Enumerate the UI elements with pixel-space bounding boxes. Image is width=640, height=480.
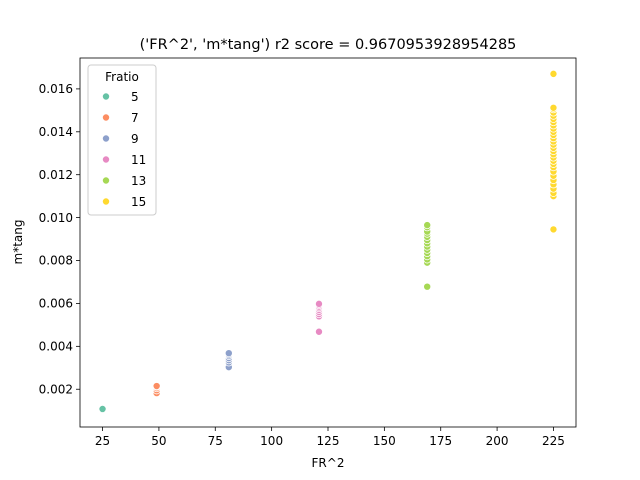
- legend-marker-5: [102, 92, 111, 101]
- y-tick-label: 0.006: [39, 297, 73, 311]
- data-point-fratio-11: [314, 299, 323, 308]
- x-axis: 25 50 75 100 125 150 175 200 225: [95, 427, 565, 448]
- legend-label-7: 7: [131, 111, 139, 125]
- y-axis: 0.002 0.004 0.006 0.008 0.010 0.012 0.014 0.016: [39, 82, 80, 396]
- legend-marker-13: [102, 176, 111, 185]
- y-tick-label: 0.014: [39, 125, 73, 139]
- data-point-fratio-7: [152, 382, 161, 391]
- legend-label-9: 9: [131, 132, 139, 146]
- x-tick-label: 225: [542, 434, 565, 448]
- y-tick-label: 0.004: [39, 340, 73, 354]
- data-point-fratio-11: [314, 327, 323, 336]
- legend-marker-15: [102, 197, 111, 206]
- x-tick-label: 175: [429, 434, 452, 448]
- data-point-fratio-13: [423, 282, 432, 291]
- chart-title: ('FR^2', 'm*tang') r2 score = 0.96709539…: [140, 37, 517, 53]
- data-point-fratio-13: [423, 221, 432, 230]
- legend: Fratio 5 7 9 11 13 15: [87, 64, 157, 216]
- legend-label-11: 11: [131, 153, 146, 167]
- y-axis-label: m*tang: [11, 220, 25, 265]
- legend-label-15: 15: [131, 195, 146, 209]
- points-layer: [98, 69, 558, 414]
- x-tick-label: 150: [373, 434, 396, 448]
- y-tick-label: 0.016: [39, 82, 73, 96]
- data-point-fratio-15: [549, 225, 558, 234]
- legend-title: Fratio: [105, 70, 139, 84]
- y-tick-label: 0.012: [39, 168, 73, 182]
- legend-box: [87, 64, 157, 216]
- y-tick-label: 0.008: [39, 254, 73, 268]
- legend-items: 5 7 9 11 13 15: [102, 90, 146, 209]
- x-axis-label: FR^2: [312, 456, 345, 470]
- legend-marker-7: [102, 113, 111, 122]
- data-point-fratio-5: [98, 404, 107, 413]
- data-point-fratio-15: [549, 69, 558, 78]
- data-point-fratio-9: [224, 349, 233, 358]
- x-tick-label: 200: [486, 434, 509, 448]
- legend-label-13: 13: [131, 174, 146, 188]
- y-tick-label: 0.002: [39, 382, 73, 396]
- y-tick-label: 0.010: [39, 211, 73, 225]
- x-tick-label: 100: [260, 434, 283, 448]
- x-tick-label: 75: [208, 434, 223, 448]
- legend-marker-11: [102, 155, 111, 164]
- x-tick-label: 50: [151, 434, 166, 448]
- x-tick-label: 25: [95, 434, 110, 448]
- x-tick-label: 125: [317, 434, 340, 448]
- legend-label-5: 5: [131, 90, 139, 104]
- legend-marker-9: [102, 134, 111, 143]
- data-point-fratio-15: [549, 103, 558, 112]
